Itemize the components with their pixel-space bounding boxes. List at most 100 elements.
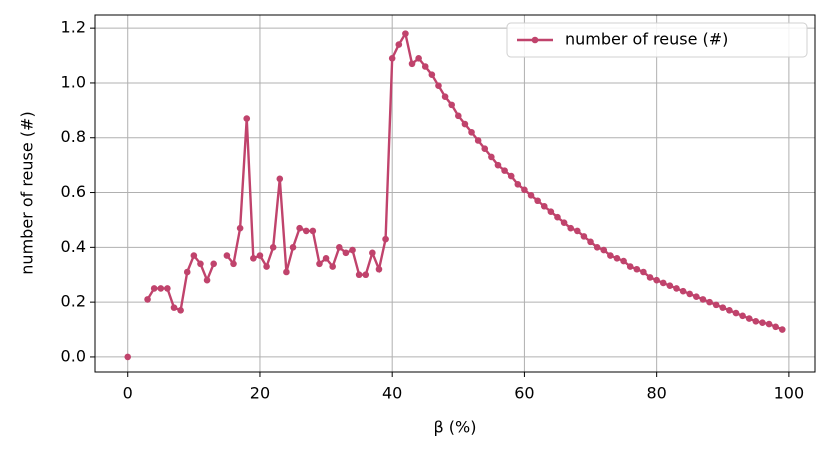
data-point <box>547 208 555 216</box>
data-point <box>772 323 779 331</box>
x-tick-label: 20 <box>250 384 270 403</box>
data-point <box>640 268 647 276</box>
data-point <box>177 307 184 314</box>
data-point <box>474 137 482 144</box>
data-point <box>283 268 290 276</box>
data-point <box>620 257 627 265</box>
data-point <box>587 238 594 246</box>
data-point <box>441 93 449 100</box>
data-point <box>296 224 303 232</box>
data-line <box>225 30 783 331</box>
y-tick-label: 0.2 <box>61 292 86 311</box>
data-point <box>382 235 389 243</box>
data-point <box>646 274 654 281</box>
data-point <box>408 60 416 68</box>
y-tick-label: 0.8 <box>61 127 86 146</box>
data-point <box>501 167 508 174</box>
data-point <box>673 285 680 292</box>
data-point <box>514 181 522 188</box>
data-point <box>124 353 132 361</box>
y-axis-label: number of reuse (#) <box>18 111 37 274</box>
data-point <box>468 128 475 136</box>
data-point <box>322 254 330 262</box>
data-point <box>183 268 191 276</box>
data-point <box>448 101 455 109</box>
data-point <box>329 263 336 270</box>
y-tick-label: 0.0 <box>61 346 86 365</box>
data-point <box>388 54 396 62</box>
data-point <box>488 153 495 161</box>
data-point <box>712 301 720 309</box>
data-point <box>686 290 694 298</box>
data-point <box>250 254 257 262</box>
data-point <box>170 304 178 311</box>
data-point <box>540 202 548 210</box>
y-tick-label: 0.6 <box>61 182 86 201</box>
data-point <box>375 265 383 273</box>
y-tick-label: 1.2 <box>61 18 86 37</box>
y-tick-label: 1.0 <box>61 72 86 91</box>
data-point <box>633 265 641 273</box>
data-point <box>659 279 667 287</box>
data-point <box>256 252 264 259</box>
data-point <box>626 263 634 270</box>
data-point <box>157 285 165 292</box>
data-point <box>276 175 284 183</box>
data-point <box>243 115 251 122</box>
data-point <box>726 307 733 314</box>
data-point <box>263 263 270 270</box>
data-point <box>580 233 588 240</box>
data-point <box>699 296 707 303</box>
data-point <box>144 296 151 303</box>
y-tick-label: 0.4 <box>61 237 86 256</box>
data-point <box>164 285 171 292</box>
data-point <box>349 246 356 254</box>
data-point <box>461 120 469 128</box>
data-point <box>342 249 350 257</box>
data-point <box>593 244 601 251</box>
data-point <box>369 249 376 257</box>
data-point <box>494 161 502 169</box>
data-point <box>752 318 760 325</box>
x-tick-label: 60 <box>514 384 534 403</box>
data-point <box>223 252 231 259</box>
data-point <box>527 191 535 199</box>
data-point <box>197 260 204 268</box>
data-point <box>778 326 786 333</box>
data-point <box>395 41 403 48</box>
data-point <box>666 282 674 289</box>
data-point <box>613 254 621 262</box>
data-point <box>415 54 422 62</box>
data-point <box>362 271 370 279</box>
data-point <box>534 197 541 205</box>
legend-box <box>506 22 808 58</box>
data-point <box>574 227 581 235</box>
data-point <box>481 145 489 153</box>
x-tick-label: 0 <box>123 384 133 403</box>
data-point <box>739 312 746 320</box>
x-tick-label: 40 <box>382 384 402 403</box>
data-point <box>507 172 515 180</box>
x-tick-label: 80 <box>646 384 666 403</box>
data-point <box>600 246 608 254</box>
data-point <box>236 224 244 232</box>
data-point <box>759 319 766 326</box>
data-point <box>230 260 237 268</box>
data-point <box>428 71 436 79</box>
data-point <box>693 293 700 300</box>
data-point <box>706 298 713 306</box>
data-point <box>150 285 158 292</box>
data-point <box>560 219 568 226</box>
data-point <box>309 227 317 235</box>
data-point <box>521 186 528 194</box>
data-point <box>203 276 211 284</box>
data-point <box>679 287 687 295</box>
data-point <box>455 112 462 120</box>
data-point <box>435 82 442 89</box>
data-point <box>210 260 217 268</box>
data-point <box>567 224 575 232</box>
data-point <box>190 252 198 259</box>
legend-label: number of reuse (#) <box>565 30 728 49</box>
